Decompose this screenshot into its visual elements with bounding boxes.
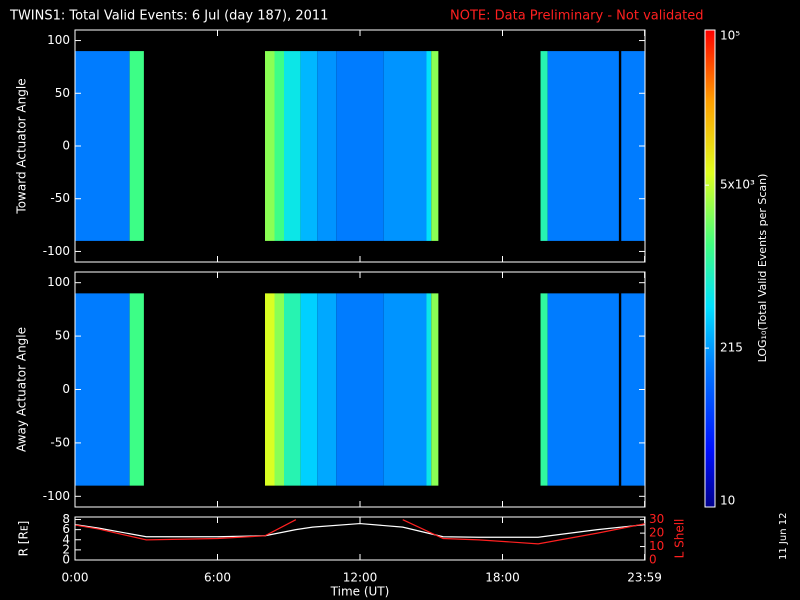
heatmap-cell	[317, 51, 337, 241]
chart-title: TWINS1: Total Valid Events: 6 Jul (day 1…	[9, 9, 328, 24]
heatmap-cell	[274, 51, 284, 241]
line-series	[402, 519, 645, 545]
heatmap-cell	[75, 51, 130, 241]
heatmap-cell	[75, 293, 130, 486]
y-tick-label: 8	[62, 512, 70, 526]
colorbar-tick-label: 10	[720, 494, 735, 508]
heatmap-cell	[383, 293, 427, 486]
line-series	[75, 522, 645, 538]
y2-tick-label: 0	[649, 553, 657, 567]
heatmap-cell	[129, 51, 144, 241]
y-tick-label: 50	[55, 329, 70, 343]
x-tick-label: 0:00	[62, 571, 89, 585]
y2-tick-label: 10	[649, 539, 664, 553]
x-tick-label: 12:00	[343, 571, 378, 585]
y-tick-label: -50	[50, 191, 70, 205]
heatmap-cell	[547, 293, 619, 486]
heatmap-cell	[431, 293, 439, 486]
heatmap-cell	[547, 51, 619, 241]
heatmap-cell	[426, 293, 432, 486]
heatmap-cell	[317, 293, 337, 486]
y-tick-label: 50	[55, 86, 70, 100]
heatmap-cell	[265, 51, 275, 241]
x-axis-title: Time (UT)	[330, 585, 390, 599]
heatmap-cell	[274, 293, 284, 486]
heatmap-cell	[426, 51, 432, 241]
colorbar-tick-label: 215	[720, 341, 743, 355]
heatmap-cell	[336, 51, 384, 241]
x-tick-label: 18:00	[485, 571, 520, 585]
x-tick-label: 6:00	[204, 571, 231, 585]
y-axis-title: R [Rᴇ]	[17, 521, 31, 557]
heatmap-cell	[336, 293, 384, 486]
heatmap-cell	[284, 51, 301, 241]
heatmap-cell	[284, 293, 301, 486]
y2-tick-label: 20	[649, 526, 664, 540]
heatmap-cell	[621, 293, 645, 486]
y-axis-title: Toward Actuator Angle	[15, 78, 29, 214]
heatmap-cell	[383, 51, 427, 241]
heatmap-cell	[300, 51, 318, 241]
y2-tick-label: 30	[649, 512, 664, 526]
heatmap-cell	[540, 293, 548, 486]
heatmap-cell	[129, 293, 144, 486]
y-tick-label: 2	[62, 542, 70, 556]
heatmap-cell	[300, 293, 318, 486]
y-tick-label: 6	[62, 522, 70, 536]
y-tick-label: 100	[47, 275, 70, 289]
y-tick-label: -100	[43, 489, 70, 503]
colorbar-label: LOG₁₀(Total Valid Events per Scan)	[756, 174, 769, 363]
y-tick-label: 4	[62, 532, 70, 546]
y-axis-title: Away Actuator Angle	[15, 327, 29, 452]
colorbar-tick-label: 5x10³	[720, 178, 755, 192]
date-stamp: 11 Jun 12	[778, 513, 789, 560]
colorbar	[704, 29, 716, 508]
heatmap-cell	[431, 51, 439, 241]
line-series	[75, 519, 297, 541]
x-tick-label: 23:59	[627, 571, 662, 585]
y-tick-label: 0	[62, 553, 70, 567]
y-tick-label: 100	[47, 33, 70, 47]
y-tick-label: -100	[43, 244, 70, 258]
y-tick-label: 0	[62, 139, 70, 153]
colorbar-tick-label: 10⁵	[720, 29, 740, 43]
heatmap-cell	[540, 51, 548, 241]
heatmap-cell	[265, 293, 275, 486]
note: NOTE: Data Preliminary - Not validated	[450, 9, 704, 24]
y2-axis-title: L Shell	[673, 519, 687, 559]
y-tick-label: -50	[50, 435, 70, 449]
heatmap-cell	[621, 51, 645, 241]
y-tick-label: 0	[62, 382, 70, 396]
